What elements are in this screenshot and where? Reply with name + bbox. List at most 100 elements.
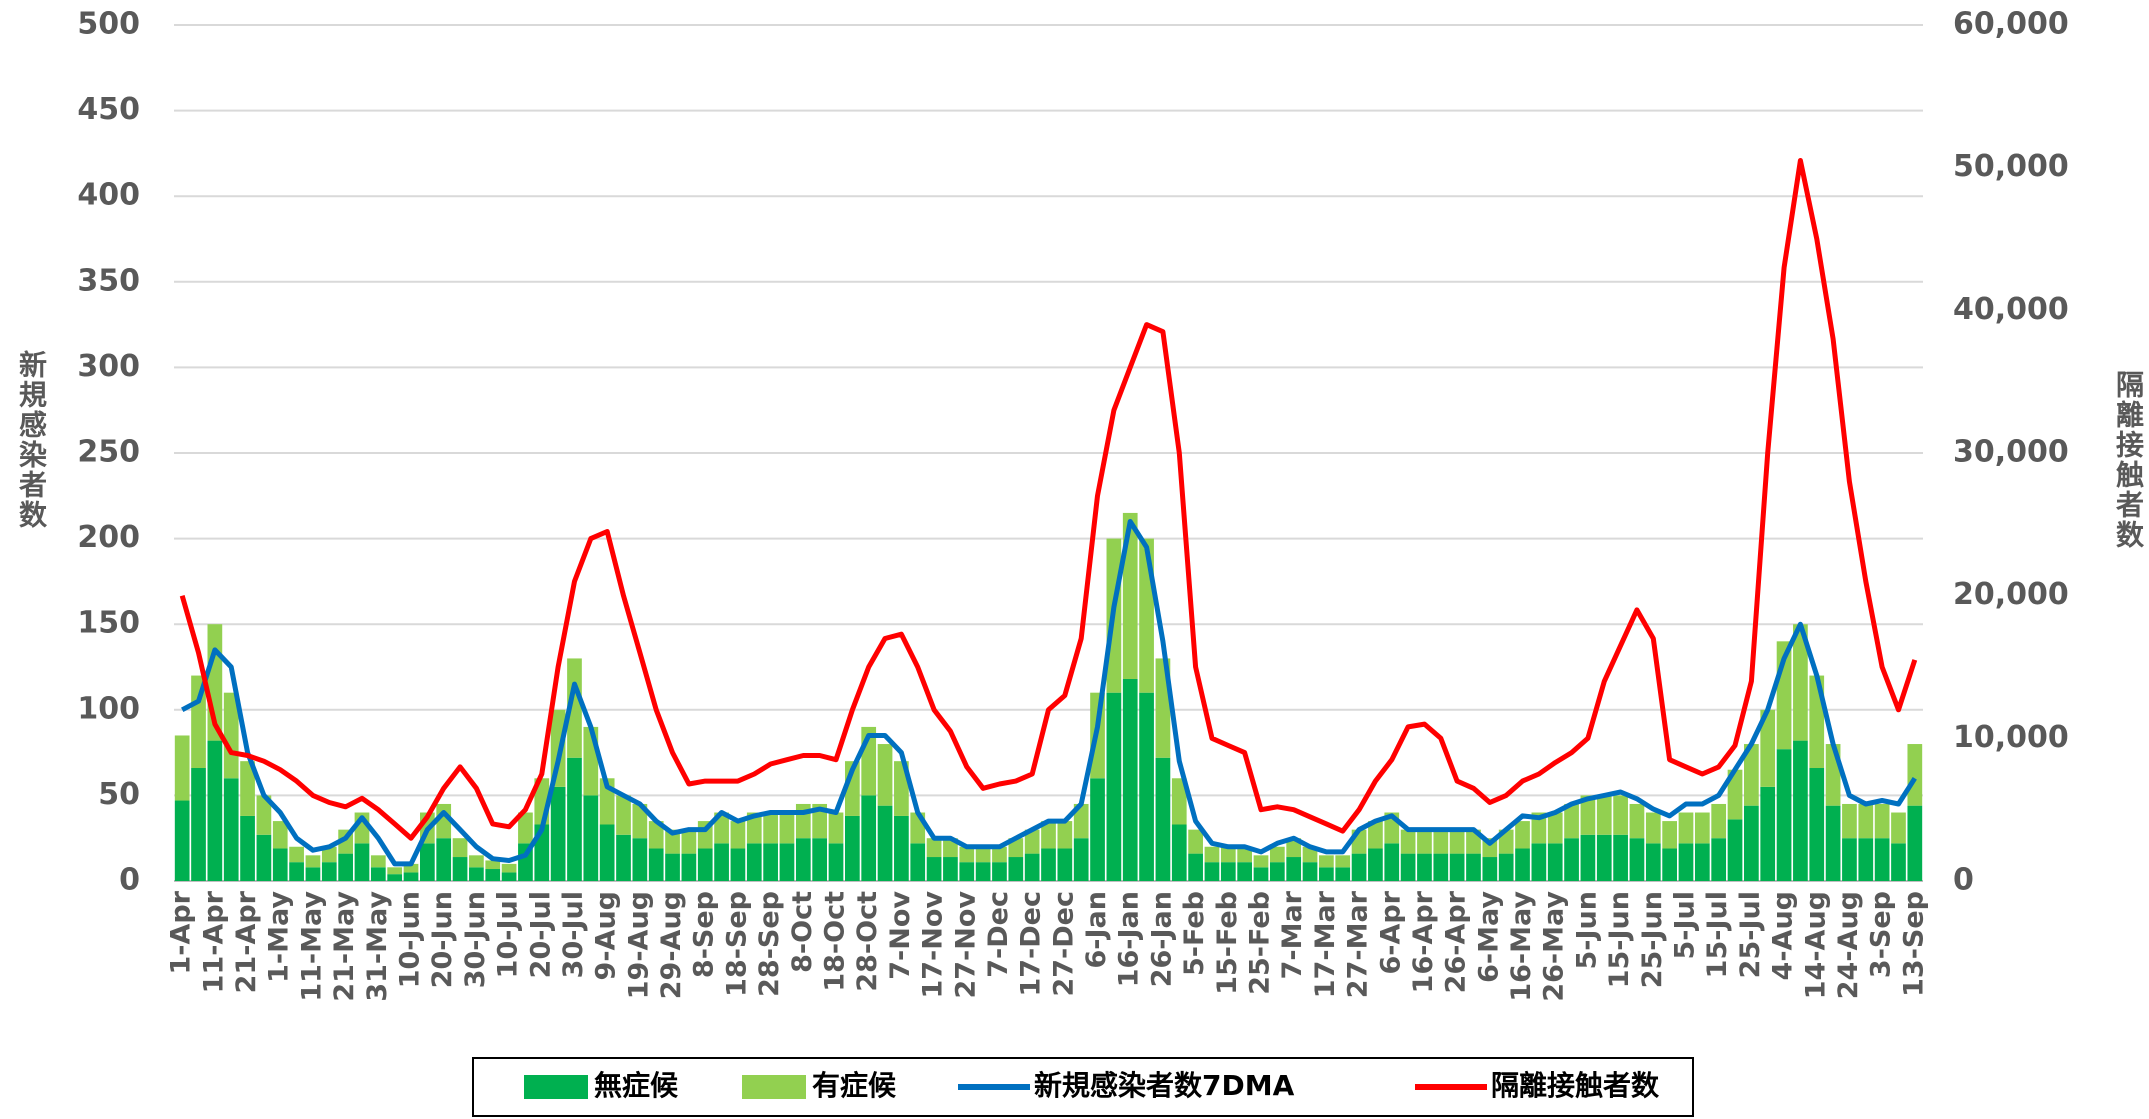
bar bbox=[1629, 803, 1645, 839]
bar bbox=[1727, 819, 1743, 881]
bar bbox=[240, 761, 255, 816]
bar bbox=[1384, 843, 1400, 881]
bar bbox=[1417, 829, 1432, 854]
bar bbox=[1891, 812, 1906, 844]
bar bbox=[681, 853, 697, 881]
bar bbox=[1155, 757, 1171, 881]
bar bbox=[1335, 867, 1351, 881]
bar bbox=[305, 867, 321, 881]
bar bbox=[1090, 778, 1105, 881]
bar bbox=[632, 838, 648, 881]
bar bbox=[681, 829, 697, 854]
bar bbox=[1008, 857, 1024, 881]
bar bbox=[436, 803, 452, 839]
bar bbox=[387, 874, 403, 881]
bar bbox=[370, 867, 386, 881]
bar bbox=[174, 800, 190, 881]
x-tick-label: 13-Sep bbox=[1898, 891, 1929, 997]
bar bbox=[1466, 853, 1481, 881]
bar bbox=[1531, 843, 1547, 881]
legend-label: 隔離接触者数 bbox=[1491, 1069, 1660, 1102]
bar bbox=[828, 843, 844, 881]
bar bbox=[1580, 834, 1596, 881]
bar bbox=[1417, 853, 1432, 881]
bar bbox=[305, 855, 321, 868]
bar bbox=[1286, 857, 1302, 881]
x-tick-label: 6-Jan bbox=[1081, 891, 1112, 968]
bar bbox=[1547, 812, 1563, 844]
bar bbox=[1694, 812, 1710, 844]
bar bbox=[191, 768, 206, 881]
y-axis-title: 新規感染者数 bbox=[15, 350, 48, 530]
bar bbox=[501, 863, 517, 873]
bar bbox=[1057, 821, 1073, 849]
x-tick-label: 25-Feb bbox=[1244, 891, 1275, 995]
y-tick-label: 200 bbox=[77, 520, 140, 555]
bar bbox=[1024, 853, 1040, 881]
bar bbox=[403, 872, 419, 881]
x-tick-label: 16-Jan bbox=[1114, 891, 1145, 987]
bar bbox=[1433, 853, 1449, 881]
x-tick-label: 31-May bbox=[362, 891, 393, 1002]
y-tick-label: 500 bbox=[77, 7, 140, 42]
x-tick-label: 10-Jun bbox=[395, 891, 426, 988]
bar bbox=[174, 735, 190, 801]
bar bbox=[1629, 838, 1645, 881]
bar bbox=[403, 863, 419, 873]
bar bbox=[1368, 821, 1383, 849]
bar bbox=[1498, 853, 1514, 881]
bar bbox=[1858, 803, 1874, 839]
x-tick-label: 16-Apr bbox=[1408, 890, 1439, 993]
y-tick-label: 450 bbox=[77, 92, 140, 127]
x-tick-label: 16-May bbox=[1506, 891, 1537, 1002]
bar bbox=[1269, 846, 1285, 863]
bar bbox=[1041, 821, 1056, 849]
x-tick-label: 20-Jul bbox=[525, 891, 556, 978]
bar bbox=[567, 658, 582, 758]
bar bbox=[1744, 744, 1759, 806]
bar bbox=[1024, 829, 1040, 854]
x-tick-label: 15-Jul bbox=[1702, 891, 1733, 978]
bar bbox=[354, 843, 370, 881]
bar bbox=[665, 829, 680, 854]
bar bbox=[1139, 538, 1154, 693]
bar bbox=[420, 843, 435, 881]
bar bbox=[926, 838, 942, 858]
legend-swatch bbox=[524, 1075, 588, 1099]
x-tick-label: 28-Oct bbox=[852, 891, 883, 992]
bar bbox=[812, 838, 828, 881]
bar bbox=[1793, 624, 1808, 741]
bar bbox=[1645, 812, 1661, 844]
bar bbox=[1041, 848, 1056, 881]
bar bbox=[387, 867, 403, 875]
bar bbox=[730, 821, 746, 849]
bar bbox=[763, 812, 778, 844]
bar bbox=[1515, 821, 1530, 849]
legend-box bbox=[472, 1057, 1694, 1117]
bar bbox=[289, 846, 304, 863]
bar bbox=[648, 821, 664, 849]
bar bbox=[1139, 692, 1154, 881]
bar bbox=[1694, 843, 1710, 881]
x-tick-label: 18-Sep bbox=[721, 891, 752, 997]
bar bbox=[518, 812, 533, 844]
bar bbox=[812, 803, 828, 839]
bar bbox=[1368, 848, 1383, 881]
legend-label: 有症候 bbox=[812, 1069, 897, 1102]
x-tick-label: 25-Jul bbox=[1735, 891, 1766, 978]
bar bbox=[779, 843, 795, 881]
bar bbox=[469, 855, 484, 868]
bar bbox=[338, 853, 353, 881]
x-tick-label: 3-Sep bbox=[1866, 891, 1897, 978]
bar bbox=[1825, 805, 1841, 881]
bar bbox=[240, 815, 255, 881]
bar bbox=[1874, 803, 1890, 839]
bar bbox=[1793, 740, 1808, 881]
bar bbox=[616, 795, 631, 835]
bar bbox=[828, 812, 844, 844]
x-tick-label: 5-Jun bbox=[1571, 891, 1602, 969]
bar bbox=[1482, 857, 1498, 881]
bar bbox=[975, 862, 991, 881]
y-tick-label: 0 bbox=[119, 863, 140, 898]
bar bbox=[1842, 838, 1857, 881]
